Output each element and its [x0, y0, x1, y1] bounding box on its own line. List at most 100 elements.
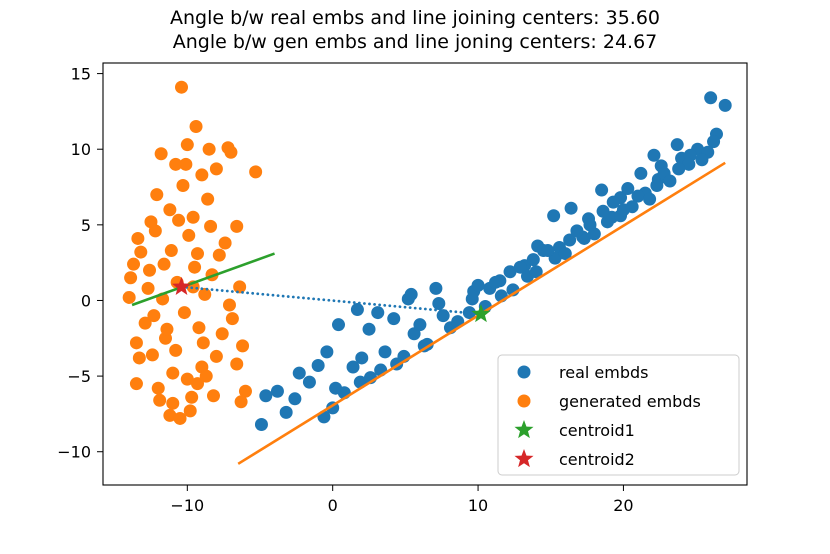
data-point: [631, 189, 645, 203]
data-point: [209, 349, 223, 363]
chart-subtitle: Angle b/w gen embs and line joning cente…: [172, 31, 658, 53]
data-point: [179, 157, 193, 171]
data-point: [707, 135, 721, 149]
data-point: [695, 153, 709, 167]
data-point: [672, 162, 686, 176]
data-point: [129, 377, 143, 391]
data-point: [182, 228, 196, 242]
data-point: [529, 265, 543, 279]
data-point: [169, 343, 183, 357]
data-point: [225, 312, 239, 326]
y-tick-label: −10: [57, 443, 91, 462]
data-point: [270, 384, 284, 398]
data-point: [489, 275, 503, 289]
data-point: [541, 244, 555, 258]
data-point: [236, 339, 250, 353]
y-tick-label: 10: [71, 140, 91, 159]
data-point: [249, 165, 263, 179]
centroid2-star: [171, 276, 192, 295]
data-point: [718, 98, 732, 112]
data-point: [302, 375, 316, 389]
data-point: [292, 366, 306, 380]
data-point: [180, 138, 194, 152]
data-point: [371, 306, 385, 320]
data-point: [413, 318, 427, 332]
data-point: [704, 91, 718, 105]
data-point: [503, 265, 517, 279]
data-point: [234, 395, 248, 409]
data-point: [196, 336, 210, 350]
data-point: [387, 312, 401, 326]
data-point: [173, 411, 187, 425]
data-point: [192, 321, 206, 335]
x-tick-label: 20: [613, 496, 633, 515]
data-point: [230, 219, 244, 233]
data-point: [621, 182, 635, 196]
data-point: [148, 224, 162, 238]
data-point: [202, 142, 216, 156]
data-point: [199, 369, 213, 383]
data-point: [175, 80, 189, 94]
data-point: [172, 213, 186, 227]
data-point: [254, 417, 268, 431]
legend-marker: [514, 449, 534, 468]
data-point: [230, 357, 244, 371]
data-point: [547, 209, 561, 223]
data-point: [616, 203, 630, 217]
data-point: [563, 233, 577, 247]
legend-label: generated embds: [559, 392, 701, 411]
data-point: [195, 168, 209, 182]
data-point: [206, 389, 220, 403]
data-point: [526, 253, 540, 267]
data-point: [131, 231, 145, 245]
data-point: [147, 309, 161, 323]
data-point: [176, 179, 190, 193]
data-point: [160, 322, 174, 336]
centers-join: [180, 285, 483, 316]
y-tick-label: 15: [71, 65, 91, 84]
plot-frame: [102, 62, 748, 486]
data-point: [166, 396, 180, 410]
data-point: [215, 327, 229, 341]
data-point: [186, 210, 200, 224]
series-generated-embds: [122, 80, 263, 425]
data-layer: [122, 80, 732, 465]
data-point: [222, 298, 236, 312]
y-tick-label: 5: [81, 216, 91, 235]
data-point: [663, 174, 677, 188]
data-point: [429, 281, 443, 295]
data-point: [190, 247, 204, 261]
data-point: [180, 372, 194, 386]
x-tick-label: 10: [468, 496, 488, 515]
data-point: [154, 147, 168, 161]
data-point: [595, 183, 609, 197]
gen-fit-line: [131, 252, 275, 307]
data-point: [643, 192, 657, 206]
data-point: [163, 203, 177, 217]
data-point: [189, 120, 203, 134]
data-point: [346, 360, 360, 374]
data-point: [471, 278, 485, 292]
data-point: [188, 260, 202, 274]
data-point: [670, 138, 684, 152]
data-point: [209, 162, 223, 176]
data-point: [177, 306, 191, 320]
data-point: [185, 390, 199, 404]
data-point: [141, 281, 155, 295]
data-point: [127, 257, 141, 271]
legend-box: [497, 354, 740, 476]
data-point: [190, 377, 204, 391]
data-point: [362, 322, 376, 336]
data-point: [166, 366, 180, 380]
legend-label: centroid2: [559, 450, 635, 469]
data-point: [238, 384, 252, 398]
legend-marker: [517, 365, 531, 379]
data-point: [198, 287, 212, 301]
data-point: [145, 348, 159, 362]
data-point: [138, 316, 152, 330]
data-point: [311, 359, 325, 373]
data-point: [153, 393, 167, 407]
data-point: [650, 179, 664, 193]
data-point: [332, 318, 346, 332]
legend-label: centroid1: [559, 421, 635, 440]
